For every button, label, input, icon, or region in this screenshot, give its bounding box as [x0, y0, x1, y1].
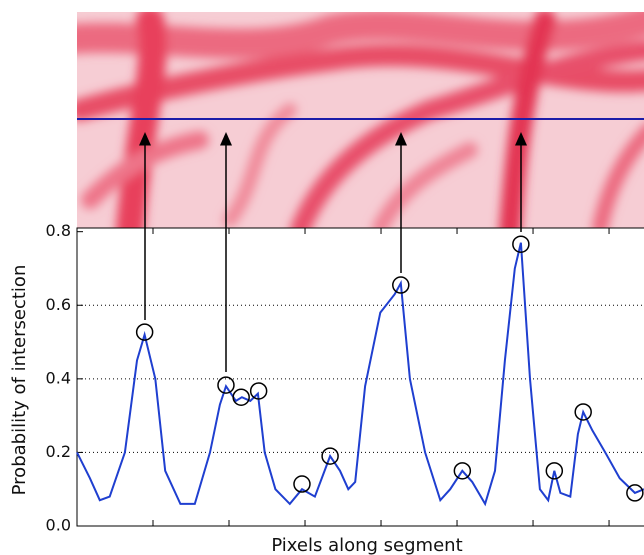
peak-marker	[135, 323, 154, 341]
y-tick-label: 0.8	[46, 221, 71, 240]
y-tick-label: 0.2	[46, 442, 71, 461]
peak-marker	[626, 484, 644, 502]
peak-marker	[574, 403, 592, 421]
peak-marker	[453, 462, 472, 480]
peak-marker	[232, 388, 250, 406]
y-tick-label: 0.4	[46, 368, 71, 387]
peak-marker	[545, 462, 564, 480]
y-axis-label: Probability of intersection	[9, 265, 30, 496]
plot: 0.0 0.2 0.4 0.6 0.8	[46, 221, 644, 535]
arrows	[139, 132, 527, 372]
y-tick-label: 0.6	[46, 295, 71, 314]
peak-marker	[321, 447, 339, 465]
peak-marker	[249, 382, 268, 400]
peak-marker	[512, 235, 530, 253]
x-axis-label: Pixels along segment	[271, 535, 462, 555]
peak-marker	[217, 376, 235, 394]
vessel-image	[77, 12, 644, 228]
plot-frame	[76, 227, 644, 527]
probability-line	[76, 242, 644, 507]
y-tick-label: 0.0	[46, 516, 71, 535]
peak-marker	[293, 475, 311, 493]
peak-marker	[392, 276, 410, 294]
